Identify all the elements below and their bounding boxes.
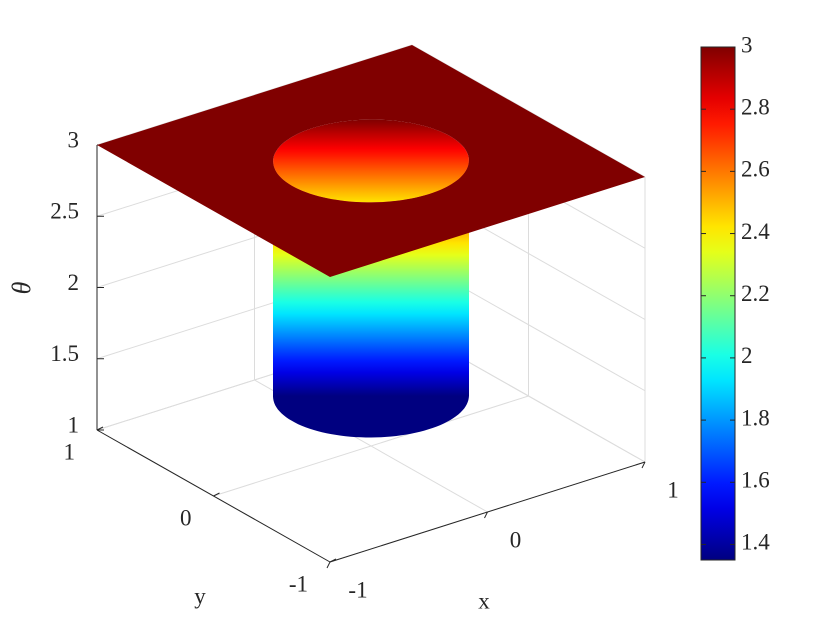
x-tick-label: 1 bbox=[667, 477, 679, 502]
z-tick-label: 2.5 bbox=[50, 199, 79, 224]
y-tick-label: 0 bbox=[180, 505, 192, 530]
colorbar-tick-label: 2.2 bbox=[741, 281, 770, 306]
x-tick bbox=[326, 561, 331, 569]
plane-surface bbox=[97, 45, 645, 277]
grid-line bbox=[213, 395, 529, 497]
x-axis-label: x bbox=[478, 588, 490, 613]
y-tick bbox=[213, 492, 220, 497]
colorbar-tick-label: 2.4 bbox=[741, 219, 770, 244]
colorbar-tick-label: 1.8 bbox=[741, 405, 770, 430]
x-tick bbox=[484, 511, 488, 519]
x-tick-label: -1 bbox=[348, 577, 367, 602]
z-tick-label: 2 bbox=[68, 270, 80, 295]
x-tick bbox=[641, 461, 646, 469]
z-tick-label: 1.5 bbox=[50, 341, 79, 366]
x-axis bbox=[329, 461, 646, 563]
z-tick-label: 1 bbox=[68, 412, 80, 437]
hole-interior bbox=[273, 119, 469, 203]
colorbar-tick-label: 2 bbox=[741, 343, 753, 368]
z-tick-label: 3 bbox=[68, 127, 80, 152]
z-axis-label: θ bbox=[7, 281, 36, 294]
colorbar-tick-label: 2.6 bbox=[741, 157, 770, 182]
colorbar-tick-label: 1.4 bbox=[741, 530, 770, 555]
colorbar-tick-label: 3 bbox=[741, 32, 753, 57]
y-axis-label: y bbox=[194, 583, 206, 608]
y-tick bbox=[329, 558, 337, 563]
colorbar bbox=[700, 46, 736, 561]
colorbar-tick-label: 2.8 bbox=[741, 94, 770, 119]
colorbar-tick-label: 1.6 bbox=[741, 468, 770, 493]
y-tick-label: 1 bbox=[64, 439, 76, 464]
x-tick-label: 0 bbox=[510, 527, 522, 552]
y-tick-label: -1 bbox=[289, 571, 308, 596]
